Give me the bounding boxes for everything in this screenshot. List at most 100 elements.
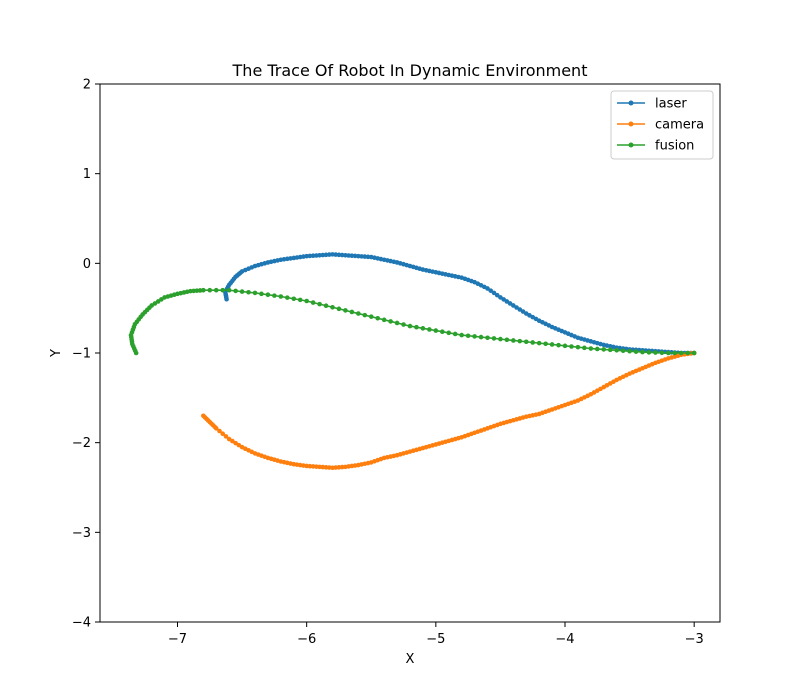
data-point-fusion [530, 340, 536, 345]
data-point-fusion [133, 350, 139, 356]
data-point-fusion [246, 289, 251, 295]
data-point-fusion [511, 338, 516, 343]
data-point-fusion [594, 346, 600, 352]
y-tick-label: −1 [72, 347, 91, 362]
x-tick-label: −3 [685, 632, 704, 647]
legend: laser camera fusion [610, 90, 714, 160]
data-point-fusion [259, 291, 264, 297]
legend-marker-laser [628, 100, 634, 106]
series-camera [201, 350, 697, 471]
data-point-fusion [291, 296, 297, 302]
y-tick-label: 0 [83, 257, 91, 272]
data-point-fusion [407, 323, 413, 329]
data-point-fusion [220, 287, 226, 293]
data-point-fusion [336, 306, 342, 312]
data-point-fusion [310, 300, 316, 305]
data-point-fusion [375, 315, 381, 321]
data-point-fusion [517, 338, 523, 344]
data-point-fusion [588, 346, 594, 351]
y-axis-label: Y [49, 349, 64, 358]
data-point-fusion [478, 334, 484, 340]
y-tick-label: 1 [83, 167, 91, 182]
data-point-fusion [356, 311, 361, 316]
data-point-fusion [562, 343, 568, 349]
data-point-fusion [556, 342, 561, 348]
data-point-fusion [549, 342, 555, 347]
data-point-fusion [620, 348, 626, 354]
series-fusion [128, 287, 697, 356]
data-point-fusion [226, 287, 232, 293]
data-point-fusion [523, 339, 529, 345]
data-point-fusion [278, 294, 284, 299]
data-point-fusion [491, 336, 497, 341]
legend-marker-fusion [628, 142, 634, 148]
legend-label-camera: camera [655, 118, 704, 133]
data-point-laser [494, 292, 500, 298]
data-point-fusion [239, 289, 245, 294]
legend-entry-camera: camera [617, 118, 704, 133]
x-axis-label: X [406, 652, 415, 667]
data-point-fusion [691, 350, 697, 356]
legend-label-fusion: fusion [655, 139, 694, 154]
data-point-fusion [233, 288, 238, 294]
chart-title: The Trace Of Robot In Dynamic Environmen… [232, 61, 588, 80]
data-point-fusion [362, 312, 368, 318]
data-point-fusion [265, 292, 271, 298]
data-point-camera [217, 428, 222, 434]
data-point-fusion [394, 320, 400, 326]
data-point-camera [223, 434, 229, 439]
data-point-fusion [297, 297, 303, 303]
data-point-laser [488, 288, 494, 293]
data-point-fusion [304, 298, 309, 304]
x-axis: −7 −6 −5 −4 −3 [168, 622, 704, 647]
data-point-fusion [575, 344, 581, 350]
x-tick-label: −7 [168, 632, 187, 647]
y-axis: 2 1 0 −1 −2 −3 −4 [72, 78, 100, 631]
data-point-fusion [472, 334, 477, 339]
data-point-fusion [659, 350, 665, 356]
data-point-fusion [685, 350, 691, 356]
x-tick-label: −6 [297, 632, 316, 647]
data-point-laser [224, 296, 229, 302]
data-point-fusion [498, 336, 503, 342]
data-point-fusion [368, 314, 374, 319]
data-point-fusion [272, 293, 277, 298]
data-point-fusion [485, 335, 490, 341]
data-point-fusion [439, 329, 445, 335]
data-point-fusion [284, 295, 290, 300]
y-tick-label: −3 [72, 526, 91, 541]
plot-area [100, 84, 720, 622]
data-point-fusion [427, 327, 432, 332]
data-point-fusion [433, 328, 439, 333]
legend-marker-camera [628, 121, 634, 127]
data-point-fusion [323, 303, 329, 309]
data-point-laser [498, 295, 503, 300]
data-point-fusion [543, 341, 548, 347]
data-point-fusion [601, 347, 607, 352]
data-point-fusion [678, 350, 684, 356]
data-point-fusion [459, 332, 464, 338]
y-tick-label: 2 [83, 78, 91, 93]
data-point-fusion [452, 331, 458, 337]
data-point-fusion [536, 340, 542, 346]
data-point-fusion [446, 330, 452, 336]
data-point-fusion [388, 319, 393, 324]
data-point-camera [201, 413, 206, 419]
series-layer [128, 252, 697, 471]
data-point-fusion [213, 287, 219, 293]
data-point-fusion [317, 301, 322, 307]
legend-label-laser: laser [655, 97, 687, 112]
data-point-fusion [504, 337, 510, 343]
data-point-fusion [343, 308, 348, 313]
data-point-fusion [672, 350, 678, 356]
legend-entry-laser: laser [617, 97, 687, 112]
data-point-camera [220, 431, 226, 437]
data-point-fusion [349, 309, 355, 315]
y-tick-label: −4 [72, 616, 91, 631]
y-tick-label: −2 [72, 436, 91, 451]
data-point-fusion [646, 350, 652, 355]
legend-entry-fusion: fusion [617, 139, 694, 154]
data-point-fusion [607, 347, 613, 353]
x-tick-label: −4 [555, 632, 574, 647]
